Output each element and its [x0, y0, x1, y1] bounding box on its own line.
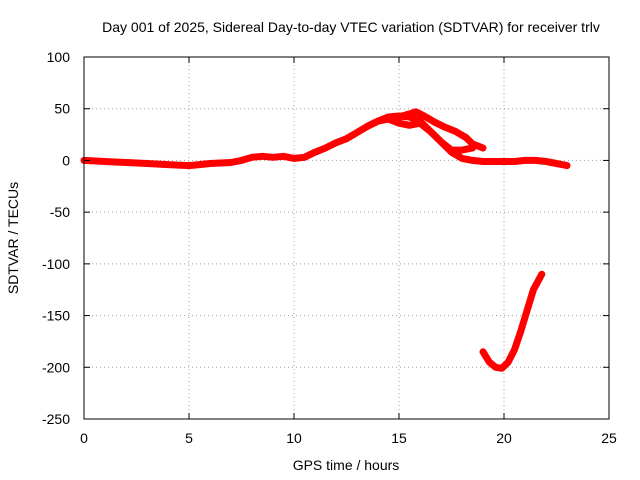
x-tick-label: 10	[286, 430, 302, 446]
ticks	[83, 56, 610, 420]
y-tick-label: 0	[62, 152, 70, 168]
y-tick-label: -100	[42, 256, 70, 272]
y-tick-label: -150	[42, 308, 70, 324]
plot-frame	[83, 56, 610, 420]
x-tick-label: 25	[601, 430, 617, 446]
x-axis-label: GPS time / hours	[293, 457, 400, 473]
y-tick-labels: -250 -200 -150 -100 -50 0 50 100	[42, 49, 70, 427]
x-tick-label: 20	[496, 430, 512, 446]
y-axis-label: SDTVAR / TECUs	[5, 182, 21, 294]
y-tick-label: 100	[47, 49, 71, 65]
y-tick-label: -200	[42, 359, 70, 375]
y-tick-label: 50	[54, 101, 70, 117]
x-tick-label: 5	[185, 430, 193, 446]
series-layer	[80, 108, 571, 372]
x-tick-label: 15	[391, 430, 407, 446]
series-line-dip	[479, 270, 546, 372]
chart-title: Day 001 of 2025, Sidereal Day-to-day VTE…	[102, 19, 600, 35]
series-line-lower-branch	[385, 115, 476, 154]
series-line-main	[80, 112, 571, 170]
x-tick-labels: 0 5 10 15 20 25	[80, 430, 617, 446]
y-tick-label: -250	[42, 411, 70, 427]
y-tick-label: -50	[50, 204, 70, 220]
x-tick-label: 0	[80, 430, 88, 446]
